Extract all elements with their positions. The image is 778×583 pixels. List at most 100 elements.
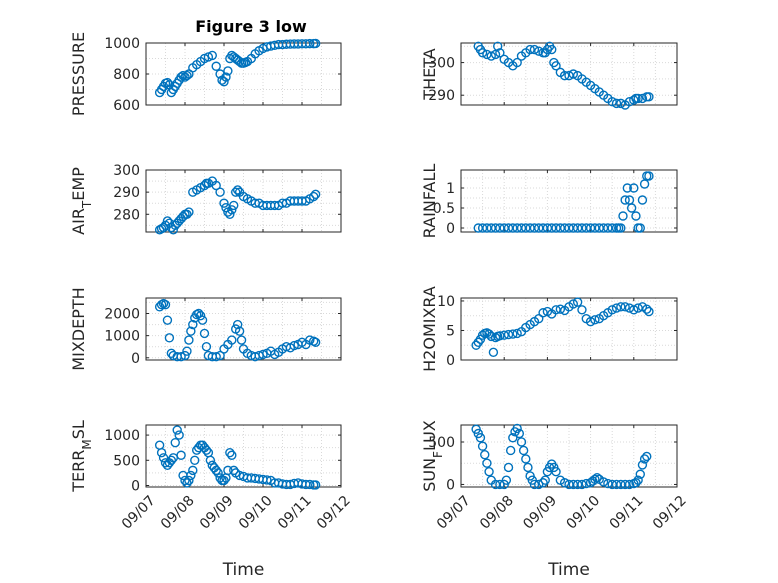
data-point <box>211 61 221 71</box>
data-point <box>484 467 494 477</box>
x-tick-label: 09/07 <box>119 493 159 533</box>
data-point <box>310 189 321 200</box>
data-point <box>620 195 630 205</box>
x-tick-label: 09/08 <box>477 493 517 533</box>
data-point <box>629 183 639 193</box>
data-point <box>305 38 315 49</box>
data-point <box>182 346 192 356</box>
data-point <box>160 458 171 468</box>
subplot-1: 600 800 1000 PRESSURE <box>69 32 342 116</box>
y-axis-label: H2OMIXRA <box>420 286 439 372</box>
data-point <box>193 308 204 319</box>
y-tick-label: 0 <box>131 478 140 494</box>
y-tick-label: 280 <box>113 207 140 223</box>
data-point <box>154 440 165 450</box>
subplot-4: 0 0.5 1 RAINFALL <box>420 164 678 238</box>
data-point <box>475 433 486 443</box>
axes-box <box>460 297 678 361</box>
data-point <box>188 319 198 330</box>
data-point <box>219 475 229 486</box>
data-point <box>631 211 641 221</box>
data-point <box>618 211 628 221</box>
data-point <box>176 72 186 82</box>
data-point <box>592 472 602 483</box>
data-point <box>156 448 167 458</box>
y-tick-label: 1000 <box>104 36 140 52</box>
data-point <box>184 335 194 345</box>
y-tick-label: 290 <box>113 185 140 201</box>
y-tick-label: 300 <box>113 163 140 179</box>
data-point <box>199 328 210 339</box>
data-point <box>499 330 509 340</box>
data-point <box>207 50 218 61</box>
data-point <box>512 423 522 434</box>
data-point <box>572 479 583 490</box>
data-point <box>262 475 272 485</box>
data-point <box>180 475 190 486</box>
data-point <box>162 77 173 88</box>
data-point <box>477 441 488 451</box>
data-point <box>568 299 579 309</box>
data-point <box>168 225 179 235</box>
data-point <box>176 351 186 362</box>
data-point <box>162 216 173 226</box>
data-point <box>495 479 505 490</box>
data-point <box>538 308 548 318</box>
data-point <box>488 347 499 358</box>
data-point <box>572 297 583 307</box>
data-point <box>626 203 637 213</box>
data-point <box>223 66 233 76</box>
x-tick-label: 09/10 <box>236 493 276 533</box>
data-point <box>225 209 235 219</box>
data-point <box>577 479 587 490</box>
data-point <box>611 303 622 313</box>
y-tick-label: 5 <box>446 323 455 339</box>
data-point <box>227 205 237 215</box>
data-point <box>186 470 196 481</box>
data-point <box>310 337 321 347</box>
data-point <box>505 445 516 456</box>
data-point <box>172 425 182 435</box>
data-point <box>639 454 650 464</box>
data-point <box>529 479 540 490</box>
data-point <box>568 69 579 79</box>
data-point <box>616 302 626 312</box>
data-point <box>540 475 550 485</box>
y-axis-label: AIRTEMP <box>69 167 94 235</box>
data-point <box>508 433 518 443</box>
data-point <box>188 465 198 476</box>
data-point <box>205 455 216 465</box>
x-tick-label: 09/09 <box>520 493 560 533</box>
data-point <box>232 319 243 330</box>
subplot-7: 0 500 1000 09/07 09/08 09/09 09/10 09/11 09/12 Ti… <box>69 420 354 580</box>
y-tick-label: 2000 <box>104 307 140 323</box>
data-point <box>633 303 643 313</box>
data-point <box>538 478 548 488</box>
y-tick-label: 800 <box>113 67 140 83</box>
data-point <box>178 70 188 81</box>
y-tick-label: 0 <box>446 221 455 237</box>
data-point <box>176 450 186 460</box>
data-point <box>503 329 514 340</box>
x-axis-label: Time <box>222 560 265 580</box>
x-tick-label: 09/10 <box>563 493 603 533</box>
data-point <box>616 98 626 109</box>
data-point <box>642 304 652 314</box>
x-tick-label: 09/09 <box>197 493 237 533</box>
data-point <box>211 351 221 362</box>
data-point <box>503 462 514 473</box>
data-point <box>534 479 544 490</box>
data-point <box>551 467 561 477</box>
data-point <box>603 478 613 489</box>
y-tick-label: 300 <box>428 56 455 72</box>
data-point <box>164 333 175 343</box>
data-point <box>195 311 206 321</box>
y-tick-label: 500 <box>428 435 455 451</box>
data-point <box>201 445 212 455</box>
data-point <box>227 335 237 345</box>
y-tick-label: 600 <box>113 98 140 114</box>
data-point <box>607 305 617 315</box>
data-point <box>559 70 570 81</box>
data-point <box>215 350 225 361</box>
